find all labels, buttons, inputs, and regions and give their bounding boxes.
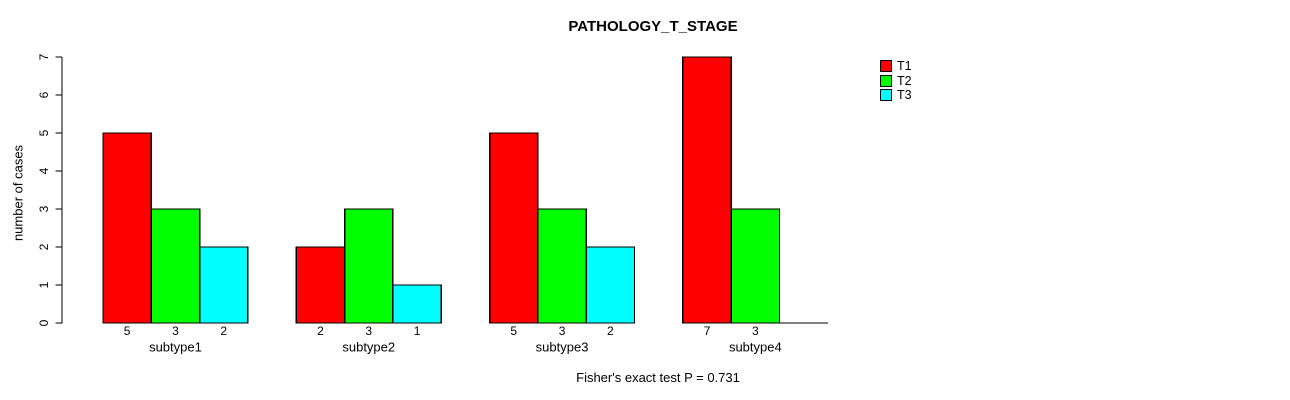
- y-tick-label: 1: [37, 281, 51, 288]
- bar-value-label: 3: [752, 324, 759, 338]
- bar-T2-subtype3: [537, 208, 587, 324]
- y-tick-label: 7: [37, 53, 51, 60]
- bar-value-label: 2: [607, 324, 614, 338]
- bar-value-label: 3: [365, 324, 372, 338]
- legend-label-T1: T1: [897, 59, 912, 73]
- bar-T1-subtype1: [102, 132, 152, 324]
- legend: T1 T2 T3: [880, 60, 912, 104]
- category-label-subtype2: subtype2: [342, 340, 395, 355]
- bar-value-label: 7: [704, 324, 711, 338]
- y-tick-label: 2: [37, 243, 51, 250]
- category-label-subtype3: subtype3: [536, 340, 589, 355]
- bar-T1-subtype3: [488, 132, 539, 324]
- bar-T2-subtype2: [343, 208, 394, 324]
- legend-swatch-T2: [880, 74, 892, 87]
- bar-T1-subtype2: [295, 246, 346, 324]
- legend-item-T2: T2: [880, 73, 912, 88]
- bar-T1-subtype4: [682, 56, 732, 324]
- bar-value-label: 2: [317, 324, 324, 338]
- category-label-subtype4: subtype4: [729, 340, 782, 355]
- bar-T3-subtype3: [585, 246, 636, 324]
- legend-swatch-T1: [880, 60, 892, 72]
- bar-T3-subtype1: [198, 246, 249, 324]
- legend-label-T2: T2: [897, 73, 912, 88]
- y-tick-label: 0: [37, 319, 51, 326]
- legend-item-T1: T1: [880, 60, 912, 72]
- y-tick-label: 5: [37, 129, 51, 136]
- bar-value-label: 5: [510, 324, 517, 338]
- legend-swatch-T3: [880, 89, 892, 101]
- legend-item-T3: T3: [880, 89, 912, 101]
- bar-T3-subtype2: [392, 284, 442, 324]
- bar-value-label: 5: [124, 324, 131, 338]
- fisher-test-note: Fisher's exact test P = 0.731: [576, 370, 740, 385]
- category-label-subtype1: subtype1: [149, 340, 202, 355]
- bar-T2-subtype1: [150, 208, 201, 324]
- legend-label-T3: T3: [897, 88, 912, 102]
- bar-value-label: 3: [559, 324, 566, 338]
- y-tick-label: 6: [37, 91, 51, 98]
- chart-title: PATHOLOGY_T_STAGE: [568, 18, 738, 35]
- bar-T2-subtype4: [730, 208, 781, 324]
- bar-value-label: 3: [172, 324, 179, 338]
- bar-value-label: 1: [414, 324, 421, 338]
- y-tick-label: 4: [37, 167, 51, 174]
- y-tick-label: 3: [37, 205, 51, 212]
- bar-value-label: 2: [220, 324, 227, 338]
